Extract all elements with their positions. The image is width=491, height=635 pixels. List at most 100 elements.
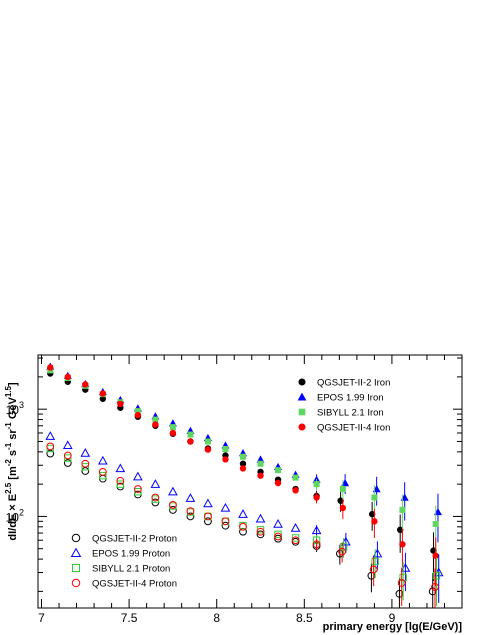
data-point — [169, 506, 177, 514]
data-point — [432, 552, 439, 559]
data-point — [169, 501, 177, 509]
data-point — [115, 463, 126, 473]
data-point — [372, 485, 381, 493]
data-point — [397, 578, 406, 587]
y-tick-base: 10 — [6, 510, 20, 524]
data-point — [116, 480, 125, 488]
data-point — [291, 534, 300, 542]
data-point — [400, 493, 409, 501]
data-point — [313, 481, 320, 488]
y-tick-base: 10 — [6, 403, 20, 417]
data-point — [339, 543, 348, 551]
data-point — [239, 527, 247, 536]
data-point — [239, 522, 247, 531]
y-axis-title-part: -1 — [4, 422, 13, 430]
data-point — [239, 460, 247, 467]
legend-marker — [298, 423, 306, 431]
data-point — [274, 532, 282, 541]
data-point — [150, 479, 161, 488]
legend-label: SIBYLL 2.1 Proton — [92, 564, 170, 575]
data-point — [134, 411, 142, 419]
data-point — [62, 440, 73, 450]
data-point — [312, 540, 321, 549]
y-tick-label: 103 — [6, 400, 24, 417]
data-point — [274, 534, 282, 543]
data-point — [256, 527, 265, 536]
data-point — [432, 520, 439, 527]
data-point — [371, 557, 379, 566]
series-8 — [46, 442, 439, 608]
data-point — [221, 521, 230, 530]
data-point — [204, 446, 212, 453]
data-point — [238, 509, 248, 518]
y-axis-title-part: GeV — [7, 396, 19, 422]
y-axis-title-part: 2.5 — [4, 482, 13, 494]
data-point — [187, 431, 194, 438]
data-point — [255, 513, 266, 523]
x-tick-label: 8.5 — [296, 611, 313, 625]
data-point — [399, 506, 406, 513]
legend-marker — [71, 578, 81, 588]
legend-marker — [297, 392, 307, 401]
data-point — [221, 517, 230, 526]
data-point — [399, 541, 406, 548]
data-point — [338, 547, 347, 556]
x-tick-label: 8 — [213, 611, 220, 625]
y-axis-title: dI/dE × E2.5 [m-2 s-1 sr-1 GeV1.5] — [4, 382, 19, 541]
data-point — [169, 424, 176, 431]
data-point — [292, 474, 299, 481]
data-point — [256, 530, 265, 539]
data-point — [169, 429, 177, 437]
data-point — [45, 431, 56, 440]
data-point — [168, 486, 178, 496]
data-point — [204, 438, 211, 445]
x-tick-label: 7 — [38, 611, 45, 625]
data-point — [433, 507, 442, 516]
y-axis-title-part: s — [7, 450, 19, 459]
data-point — [152, 416, 159, 423]
data-point — [371, 494, 378, 501]
data-point — [222, 456, 229, 463]
data-point — [186, 512, 195, 521]
data-point — [187, 438, 194, 445]
data-point — [290, 522, 301, 532]
data-point — [257, 472, 264, 479]
data-point — [220, 502, 231, 512]
x-tick-label: 9 — [389, 611, 396, 625]
legend-label: QGSJET-II-4 Iron — [317, 423, 390, 434]
data-markers — [45, 362, 444, 608]
data-point — [341, 478, 350, 487]
data-point — [369, 565, 378, 574]
data-point — [339, 486, 346, 493]
data-point — [82, 381, 89, 388]
data-point — [64, 373, 71, 381]
data-point — [117, 400, 124, 408]
data-point — [133, 471, 143, 481]
data-point — [99, 471, 107, 480]
data-point — [63, 451, 72, 460]
data-point — [116, 476, 125, 485]
data-point — [430, 547, 437, 554]
data-point — [64, 454, 72, 462]
plot-frame — [37, 354, 463, 609]
y-axis-title-part: 1.5 — [4, 385, 13, 397]
data-point — [222, 446, 229, 453]
data-point — [81, 467, 90, 475]
legend-label: SIBYLL 2.1 Iron — [317, 408, 384, 419]
legend: QGSJET-II-2 Iron EPOS 1.99 Iron SIBYLL 2.1… — [70, 378, 390, 590]
data-point — [292, 487, 299, 494]
data-point — [152, 421, 159, 428]
data-point — [81, 463, 90, 471]
data-point — [274, 479, 282, 487]
data-point — [134, 488, 142, 496]
data-point — [81, 459, 90, 468]
y-axis-title-part: -2 — [4, 459, 13, 467]
y-axis-title-part: [m — [7, 466, 19, 483]
legend-label: QGSJET-II-4 Proton — [92, 579, 177, 590]
data-point — [239, 465, 247, 472]
data-point — [99, 395, 107, 402]
legend-marker — [71, 533, 81, 543]
legend-label: EPOS 1.99 Iron — [317, 393, 384, 404]
data-point — [399, 573, 407, 582]
